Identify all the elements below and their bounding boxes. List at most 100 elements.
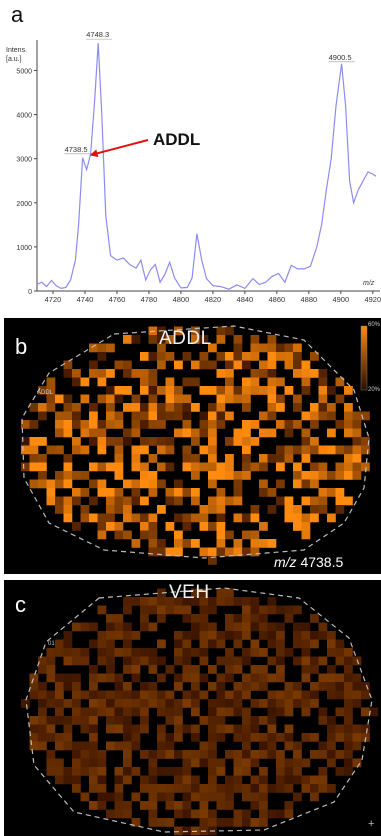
heatmap-cell (216, 394, 226, 404)
heatmap-cell (55, 420, 64, 429)
heatmap-cell (267, 428, 277, 438)
heatmap-cell (344, 471, 353, 480)
heatmap-cell (208, 437, 217, 446)
heatmap-cell (114, 784, 124, 793)
heatmap-cell (72, 377, 81, 387)
heatmap-cell (63, 360, 73, 370)
heatmap-cell (208, 411, 217, 421)
heatmap-cell (157, 462, 166, 472)
heatmap-cell (63, 767, 73, 776)
heatmap-cell (157, 784, 166, 793)
heatmap-cell (259, 699, 268, 708)
heatmap-cell (140, 496, 149, 506)
heatmap-cell (233, 665, 243, 674)
heatmap-cell (216, 471, 226, 480)
heatmap-cell (225, 665, 234, 674)
heatmap-cell (165, 699, 175, 708)
heatmap-cell (80, 690, 90, 700)
heatmap-cell (148, 530, 158, 540)
heatmap-cell (276, 656, 285, 666)
heatmap-cell (250, 377, 260, 387)
heatmap-cell (242, 809, 251, 819)
heatmap-cell (63, 639, 73, 649)
heatmap-cell (233, 639, 243, 649)
heatmap-cell (123, 505, 132, 514)
heatmap-cell (344, 462, 353, 472)
heatmap-cell (216, 352, 226, 361)
heatmap-cell (63, 411, 73, 421)
heatmap-cell (293, 352, 302, 361)
heatmap-cell (225, 530, 234, 540)
heatmap-cell (344, 673, 353, 683)
heatmap-cell (182, 665, 192, 674)
heatmap-cell (114, 809, 124, 819)
heatmap-cell (174, 631, 183, 640)
heatmap-cell (148, 597, 158, 606)
heatmap-cell (157, 673, 166, 683)
heatmap-cell (123, 437, 132, 446)
heatmap-cell (259, 775, 268, 785)
heatmap-cell (114, 648, 124, 657)
colorbar-max-label: 60% (368, 322, 381, 328)
heatmap-cell (301, 639, 311, 649)
heatmap-cell (250, 547, 260, 557)
tissue-outline (21, 325, 370, 559)
heatmap-cell (131, 445, 141, 455)
heatmap-cell (165, 411, 175, 421)
heatmap-cell (267, 352, 277, 361)
heatmap-cell (199, 631, 209, 640)
heatmap-cell (131, 369, 141, 378)
heatmap-cell (89, 479, 98, 489)
heatmap-cell (72, 496, 81, 506)
heatmap-cell (208, 462, 217, 472)
heatmap-cell (276, 352, 285, 361)
heatmap-cell (293, 420, 302, 429)
heatmap-cell (250, 420, 260, 429)
heatmap-cell (242, 530, 251, 540)
heatmap-cell (97, 750, 107, 759)
heatmap-cell (157, 818, 166, 827)
heatmap-cell (157, 547, 166, 557)
heatmap-cell (216, 403, 226, 412)
heatmap-cell (140, 724, 149, 734)
heatmap-addl (21, 325, 370, 565)
heatmap-cell (191, 699, 200, 708)
heatmap-cell (182, 792, 192, 802)
heatmap-cell (148, 394, 158, 404)
heatmap-cell (267, 597, 277, 606)
heatmap-cell (29, 724, 39, 734)
heatmap-cell (174, 513, 183, 523)
heatmap-cell (46, 488, 56, 497)
heatmap-cell (199, 614, 209, 623)
heatmap-cell (38, 699, 47, 708)
heatmap-cell (97, 656, 107, 666)
heatmap-cell (29, 462, 39, 472)
panel-a-letter: a (11, 2, 24, 27)
heatmap-cell (72, 673, 81, 683)
heatmap-cell (208, 505, 217, 514)
heatmap-cell (97, 758, 107, 768)
heatmap-cell (165, 792, 175, 802)
heatmap-cell (174, 733, 183, 742)
heatmap-cell (80, 656, 90, 666)
heatmap-cell (97, 445, 107, 455)
heatmap-cell (29, 437, 39, 446)
heatmap-cell (114, 488, 124, 497)
heatmap-cell (233, 428, 243, 438)
heatmap-cell (225, 597, 234, 606)
heatmap-cell (335, 673, 345, 683)
heatmap-cell (284, 605, 294, 615)
heatmap-cell (310, 750, 319, 759)
x-tick-label: 4900 (332, 295, 349, 304)
spectrum-axes (36, 40, 380, 292)
heatmap-cell (123, 386, 132, 395)
heatmap-cell (63, 631, 73, 640)
heatmap-cell (293, 505, 302, 514)
heatmap-cell (199, 352, 209, 361)
heatmap-cell (259, 801, 268, 810)
heatmap-cell (80, 707, 90, 717)
heatmap-cell (21, 699, 30, 708)
heatmap-cell (182, 462, 192, 472)
heatmap-cell (259, 809, 268, 819)
heatmap-cell (276, 665, 285, 674)
